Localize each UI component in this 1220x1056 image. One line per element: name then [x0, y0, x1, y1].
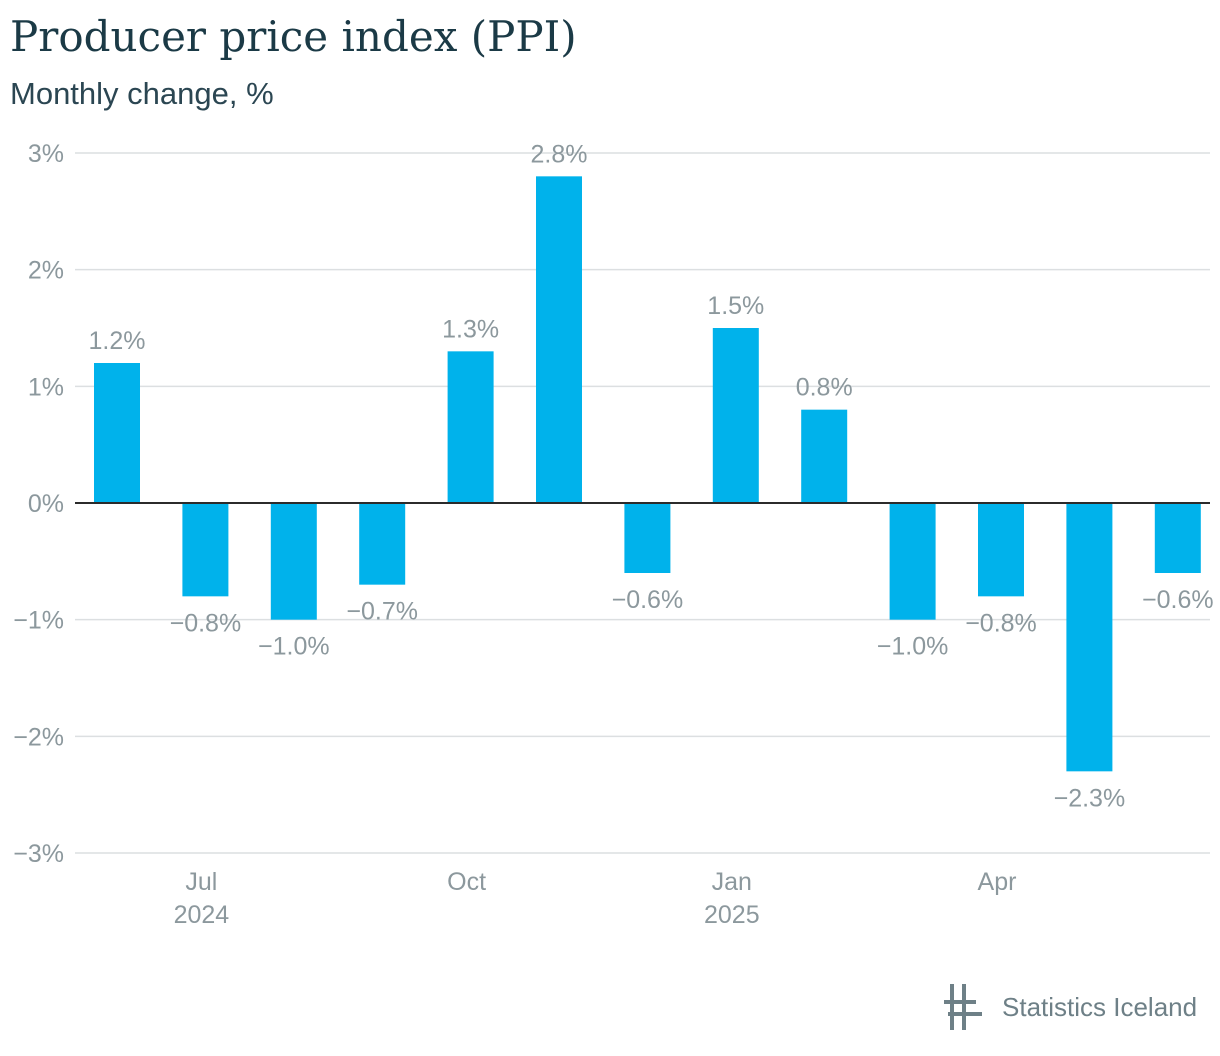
x-tick-month-label: Jan [712, 868, 752, 896]
bars [94, 176, 1201, 772]
x-tick-month-label: Jul [185, 868, 217, 896]
bar-data-label: −0.6% [612, 586, 684, 614]
bar [270, 503, 317, 620]
y-tick-label: −2% [13, 723, 64, 751]
chart-title: Producer price index (PPI) [10, 12, 577, 61]
bar-data-label: −0.8% [965, 609, 1037, 637]
bar-data-label: 2.8% [531, 140, 588, 168]
bar [94, 363, 140, 503]
bar-data-label: −2.3% [1054, 784, 1126, 812]
logo-text: Statistics Iceland [1002, 991, 1198, 1022]
y-tick-label: 0% [28, 490, 64, 518]
bar [889, 503, 936, 620]
bar [801, 409, 848, 503]
x-tick-year-label: 2024 [174, 901, 230, 929]
y-axis-tick-labels: 3% 2% 1% 0% −1% −2% −3% [13, 140, 64, 868]
x-tick-year-label: 2025 [704, 901, 760, 929]
statistics-iceland-logo-icon [944, 984, 982, 1030]
bar-data-label: 0.8% [796, 374, 853, 402]
bar [536, 176, 582, 504]
bar-data-label: −1.0% [877, 633, 949, 661]
bar-chart: 3% 2% 1% 0% −1% −2% −3% 1.2% −0.8% −1.0% −0.7% 1.3… [13, 140, 1214, 929]
bar-data-label: 1.2% [89, 327, 146, 355]
x-axis-tick-labels: Jul 2024 Oct Jan 2025 Apr [174, 868, 1017, 929]
bar [1154, 503, 1201, 573]
y-tick-label: 1% [28, 373, 64, 401]
bar [359, 503, 406, 585]
bar-data-labels: 1.2% −0.8% −1.0% −0.7% 1.3% 2.8% −0.6% 1.5% 0.8%… [89, 140, 1214, 812]
chart-subtitle: Monthly change, % [10, 76, 274, 111]
bar-data-label: −1.0% [258, 633, 330, 661]
bar-data-label: −0.7% [346, 598, 418, 626]
grid-lines [75, 152, 1210, 854]
y-tick-label: 3% [28, 140, 64, 168]
bar-data-label: 1.5% [707, 292, 764, 320]
y-tick-label: −3% [13, 840, 64, 868]
bar [712, 328, 759, 503]
bar-data-label: 1.3% [442, 315, 499, 343]
y-tick-label: 2% [28, 257, 64, 285]
bar [182, 503, 229, 597]
bar [624, 503, 671, 573]
statistics-iceland-logo: Statistics Iceland [944, 982, 1197, 1032]
y-tick-label: −1% [13, 607, 64, 635]
x-tick-month-label: Apr [978, 868, 1017, 896]
bar [1066, 503, 1113, 772]
bar-data-label: −0.8% [170, 609, 242, 637]
bar [447, 351, 494, 503]
x-tick-month-label: Oct [447, 868, 486, 896]
bar [978, 503, 1024, 597]
bar-data-label: −0.6% [1142, 586, 1214, 614]
